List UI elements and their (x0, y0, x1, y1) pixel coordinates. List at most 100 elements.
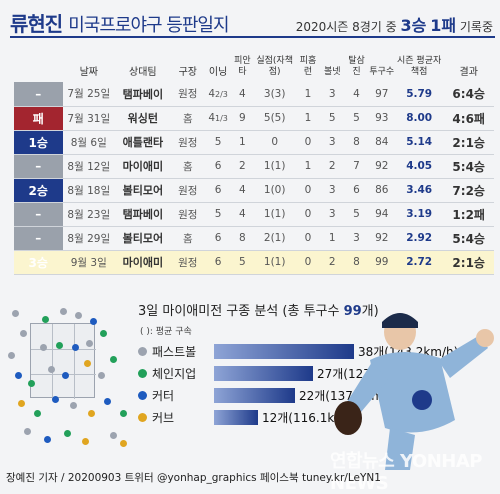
hr-cell: 1 (295, 154, 321, 179)
player-cap (382, 313, 418, 328)
venue-cell: 원정 (170, 130, 205, 155)
so-cell: 8 (344, 250, 369, 275)
col-hits: 피안타 (234, 56, 251, 77)
pitcher-illustration (334, 313, 494, 470)
so-cell: 7 (344, 154, 369, 179)
title-bar: 류현진 미국프로야구 등판일지 2020시즌 8경기 중 3승 1패 기록중 (10, 8, 495, 38)
opponent-cell: 마이애미 (115, 250, 171, 275)
zone-gridline (74, 324, 75, 399)
pitch-location-dot (34, 410, 41, 417)
player-arm-right (438, 335, 488, 378)
pitch-location-dot (120, 410, 127, 417)
opponent-cell: 마이애미 (115, 154, 171, 179)
hr-cell: 1 (295, 82, 321, 107)
venue-cell: 원정 (170, 82, 205, 107)
col-so: 탈삼진 (348, 56, 365, 77)
innings-whole: 6 (214, 160, 222, 172)
innings-whole: 5 (214, 136, 222, 148)
bb-cell: 2 (320, 250, 345, 275)
era-cell: 5.79 (394, 82, 444, 107)
pitch-total: 99 (343, 304, 362, 319)
col-era: 시즌 평균자책점 (397, 56, 442, 77)
pitch-bar (214, 343, 354, 359)
zone-gridline (31, 349, 96, 350)
table-header: 날짜 상대팀 구장 이닝 피안타 실점(자책점) 피홈런 볼넷 탈삼진 투구수 … (14, 46, 494, 82)
hits-cell: 4 (231, 82, 254, 107)
venue-cell: 원정 (170, 178, 205, 203)
bb-cell: 5 (320, 106, 345, 131)
innings-whole: 6 (214, 232, 222, 244)
table-body: –7월 25일 탬파베이 원정 42/3 4 3(3) 1 3 4 97 5.79 6:4승 패 7월 3… (14, 82, 494, 275)
result-badge: – (14, 154, 63, 179)
page-subtitle: 미국프로야구 등판일지 (68, 15, 229, 36)
pitch-location-dot (120, 440, 127, 447)
blue-jays-logo-icon (412, 390, 432, 410)
innings-whole: 4 (208, 87, 215, 100)
pitch-bar (214, 365, 313, 381)
pitch-type-label: 체인지업 (152, 366, 197, 381)
era-cell: 4.05 (394, 154, 444, 179)
hits-cell: 1 (231, 130, 254, 155)
era-cell: 3.19 (394, 202, 444, 227)
so-cell: 4 (344, 82, 369, 107)
season-wins: 3승 (400, 16, 427, 35)
hr-cell: 0 (295, 202, 321, 227)
pitch-type-label: 커브 (152, 410, 175, 425)
col-result-blank (14, 46, 63, 82)
runs-cell: 0 (253, 130, 296, 155)
bb-cell: 3 (320, 130, 345, 155)
score-cell: 1:2패 (443, 202, 494, 227)
innings-cell: 6 (204, 154, 232, 179)
bb-cell: 3 (320, 202, 345, 227)
date-cell: 8월 29일 (62, 226, 116, 251)
runs-cell: 1(1) (253, 202, 296, 227)
hits-cell: 8 (231, 226, 254, 251)
pitch-location-dot (88, 410, 95, 417)
page-title: 류현진 (10, 12, 63, 36)
bb-cell: 2 (320, 154, 345, 179)
result-badge: – (14, 226, 63, 251)
opponent-cell: 볼티모어 (115, 226, 171, 251)
opponent-cell: 탬파베이 (115, 202, 171, 227)
pitches-cell: 99 (368, 250, 395, 275)
table-row: –8월 23일 탬파베이 원정 5 4 1(1) 0 3 5 94 3.19 1:2패 (14, 202, 494, 227)
hr-cell: 0 (295, 130, 321, 155)
player-jersey (370, 351, 455, 433)
hits-cell: 5 (231, 250, 254, 275)
result-badge: 1승 (14, 130, 63, 155)
hr-cell: 0 (295, 178, 321, 203)
pitch-location-dot (82, 438, 89, 445)
so-cell: 8 (344, 130, 369, 155)
hits-cell: 4 (231, 202, 254, 227)
era-cell: 3.46 (394, 178, 444, 203)
pitch-location-dot (52, 396, 59, 403)
hr-cell: 1 (295, 106, 321, 131)
pitch-location-dot (84, 360, 91, 367)
so-cell: 6 (344, 178, 369, 203)
runs-cell: 1(1) (253, 154, 296, 179)
col-date: 날짜 (79, 67, 98, 78)
pitch-location-dot (100, 330, 107, 337)
legend-dot-icon (138, 412, 147, 422)
era-cell: 2.92 (394, 226, 444, 251)
innings-cell: 6 (204, 226, 232, 251)
date-cell: 9월 3일 (62, 250, 116, 275)
pitch-title-suffix: 개) (361, 304, 379, 319)
season-prefix: 2020시즌 8경기 중 (295, 20, 401, 34)
pitch-location-dot (110, 356, 117, 363)
pitch-location-dot (56, 342, 63, 349)
col-runs: 실점(자책점) (256, 56, 293, 77)
pitches-cell: 97 (368, 82, 395, 107)
table-row: –8월 12일 마이애미 홈 6 2 1(1) 1 2 7 92 4.05 5:4승 (14, 154, 494, 179)
pitch-bar-row: 커브 12개(116.1km/h) (138, 408, 362, 426)
table-row: 패 7월 31일 워싱턴 홈 41/3 9 5(5) 1 5 5 93 8.00 4:6패 (14, 106, 494, 131)
pitch-location-dot (44, 436, 51, 443)
pitch-location-dot (15, 372, 22, 379)
innings-whole: 5 (214, 208, 222, 220)
pitch-location-dot (75, 312, 82, 319)
table-row: 3승 9월 3일 마이애미 원정 6 5 1(1) 0 2 8 99 2.72 2:1승 (14, 250, 494, 275)
bb-cell: 1 (320, 226, 345, 251)
player-leg (385, 428, 415, 470)
pitch-location-dot (20, 330, 27, 337)
runs-cell: 1(0) (253, 178, 296, 203)
